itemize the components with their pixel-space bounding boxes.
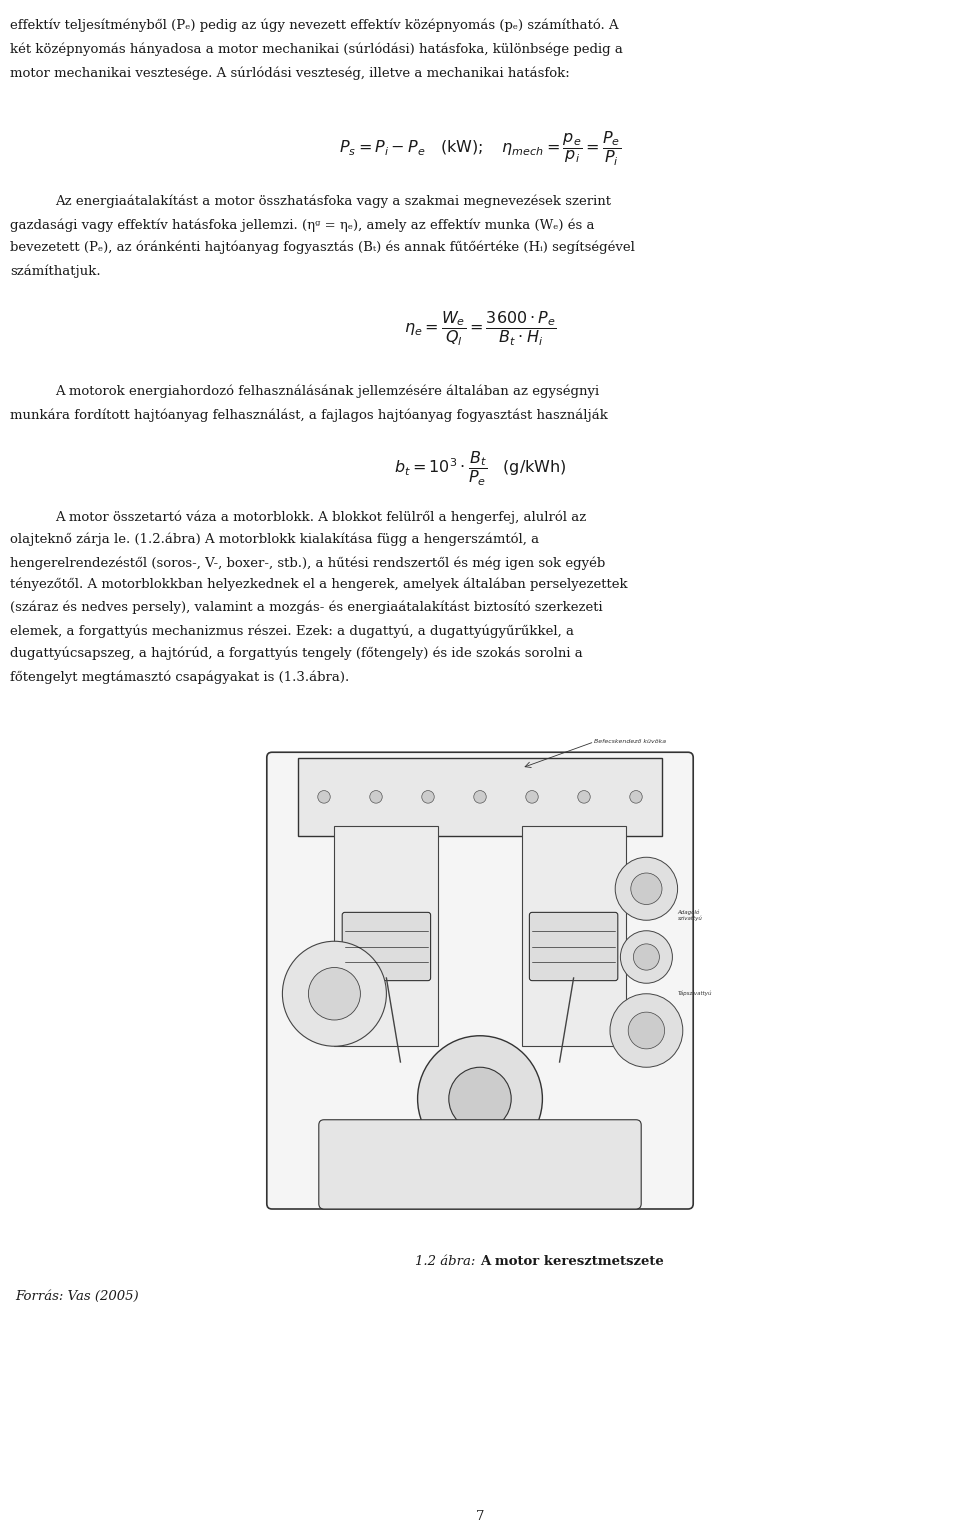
Text: A motorok energiahordozó felhasználásának jellemzésére általában az egységnyi: A motorok energiahordozó felhasználásána… <box>55 384 599 398</box>
Circle shape <box>308 967 360 1021</box>
Circle shape <box>610 994 683 1067</box>
Text: 1.2 ábra:: 1.2 ábra: <box>416 1256 480 1268</box>
Text: motor mechanikai vesztesége. A súrlódási veszteség, illetve a mechanikai hatásfo: motor mechanikai vesztesége. A súrlódási… <box>10 66 569 80</box>
Text: $\eta_e = \dfrac{W_e}{Q_l} = \dfrac{3600 \cdot P_e}{B_t \cdot H_i}$: $\eta_e = \dfrac{W_e}{Q_l} = \dfrac{3600… <box>403 310 557 349</box>
Circle shape <box>526 790 539 804</box>
Text: Befecskendező küvöka: Befecskendező küvöka <box>594 739 666 744</box>
Bar <box>334 825 439 1047</box>
FancyBboxPatch shape <box>529 913 618 981</box>
Text: olajteknő zárja le. (1.2.ábra) A motorblokk kialakítása függ a hengerszámtól, a: olajteknő zárja le. (1.2.ábra) A motorbl… <box>10 533 540 547</box>
FancyBboxPatch shape <box>342 913 431 981</box>
Text: gazdasági vagy effektív hatásfoka jellemzi. (ηᵍ = ηₑ), amely az effektív munka (: gazdasági vagy effektív hatásfoka jellem… <box>10 218 594 232</box>
Bar <box>298 758 662 836</box>
Text: 7: 7 <box>476 1509 484 1523</box>
Bar <box>521 825 626 1047</box>
Circle shape <box>631 873 662 904</box>
Text: hengerelrendezéstől (soros-, V-, boxer-, stb.), a hűtési rendszertől és még igen: hengerelrendezéstől (soros-, V-, boxer-,… <box>10 556 605 570</box>
Circle shape <box>473 790 486 804</box>
Circle shape <box>615 858 678 921</box>
Text: effektív teljesítményből (Pₑ) pedig az úgy nevezett effektív középnyomás (pₑ) sz: effektív teljesítményből (Pₑ) pedig az ú… <box>10 18 618 31</box>
FancyBboxPatch shape <box>267 752 693 1210</box>
Circle shape <box>448 1067 511 1130</box>
Text: bevezetett (Pₑ), az óránkénti hajtóanyag fogyasztás (Bₜ) és annak fűtőértéke (Hᵢ: bevezetett (Pₑ), az óránkénti hajtóanyag… <box>10 241 635 255</box>
Text: Adagoló
szivattyú: Adagoló szivattyú <box>678 908 703 921</box>
Text: munkára fordított hajtóanyag felhasználást, a fajlagos hajtóanyag fogyasztást ha: munkára fordított hajtóanyag felhasználá… <box>10 407 608 421</box>
Text: A motor összetartó váza a motorblokk. A blokkot felülről a hengerfej, alulról az: A motor összetartó váza a motorblokk. A … <box>55 510 587 524</box>
Text: elemek, a forgattyús mechanizmus részei. Ezek: a dugattyú, a dugattyúgyűrűkkel, : elemek, a forgattyús mechanizmus részei.… <box>10 624 574 638</box>
Text: számíthatjuk.: számíthatjuk. <box>10 264 101 278</box>
Circle shape <box>620 931 672 984</box>
Text: tényezőtől. A motorblokkban helyezkednek el a hengerek, amelyek általában persel: tényezőtől. A motorblokkban helyezkednek… <box>10 578 628 592</box>
Circle shape <box>628 1013 664 1048</box>
Text: főtengelyt megtámasztó csapágyakat is (1.3.ábra).: főtengelyt megtámasztó csapágyakat is (1… <box>10 670 349 684</box>
Circle shape <box>282 941 386 1047</box>
Text: két középnyomás hányadosa a motor mechanikai (súrlódási) hatásfoka, különbsége p: két középnyomás hányadosa a motor mechan… <box>10 41 623 55</box>
Circle shape <box>318 790 330 804</box>
Circle shape <box>634 944 660 970</box>
Text: A motor keresztmetszete: A motor keresztmetszete <box>480 1256 663 1268</box>
Text: $b_t = 10^3 \cdot \dfrac{B_t}{P_e} \quad \mathrm{(g/kWh)}$: $b_t = 10^3 \cdot \dfrac{B_t}{P_e} \quad… <box>394 450 566 489</box>
Text: Forrás: Vas (2005): Forrás: Vas (2005) <box>15 1290 138 1303</box>
FancyBboxPatch shape <box>319 1120 641 1210</box>
Circle shape <box>578 790 590 804</box>
Text: dugattyúcsapszeg, a hajtórúd, a forgattyús tengely (főtengely) és ide szokás sor: dugattyúcsapszeg, a hajtórúd, a forgatty… <box>10 647 583 661</box>
Text: $P_s = P_i - P_e \quad \mathrm{(kW)}; \quad \eta_{mech} = \dfrac{p_e}{p_i} = \df: $P_s = P_i - P_e \quad \mathrm{(kW)}; \q… <box>339 131 621 169</box>
Text: Tápszivattyú: Tápszivattyú <box>678 991 712 996</box>
Text: (száraz és nedves persely), valamint a mozgás- és energiaátalakítást biztosító s: (száraz és nedves persely), valamint a m… <box>10 601 603 615</box>
Circle shape <box>421 790 434 804</box>
Circle shape <box>418 1036 542 1162</box>
Text: Az energiaátalakítást a motor összhatásfoka vagy a szakmai megnevezések szerint: Az energiaátalakítást a motor összhatásf… <box>55 195 611 209</box>
Circle shape <box>370 790 382 804</box>
Circle shape <box>630 790 642 804</box>
